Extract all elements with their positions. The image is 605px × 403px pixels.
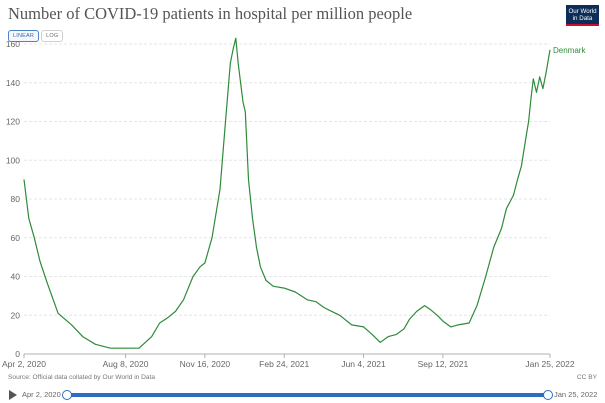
timeline: Apr 2, 2020 Jan 25, 2022 [0, 386, 605, 403]
y-tick-label-160: 160 [6, 39, 20, 49]
timeline-track[interactable] [67, 393, 548, 397]
play-icon[interactable] [9, 390, 17, 400]
y-tick-label-40: 40 [11, 272, 21, 282]
x-tick-label-2: Nov 16, 2020 [180, 359, 231, 369]
x-tick-label-6: Jan 25, 2022 [525, 359, 574, 369]
y-tick-label-100: 100 [6, 155, 20, 165]
logo-line2: in Data [572, 15, 593, 22]
timeline-end-handle[interactable] [543, 390, 553, 400]
x-tick-label-0: Apr 2, 2020 [2, 359, 46, 369]
y-tick-label-0: 0 [15, 349, 20, 359]
x-tick-label-5: Sep 12, 2021 [418, 359, 469, 369]
x-tick-label-3: Feb 24, 2021 [259, 359, 309, 369]
linear-scale-button[interactable]: LINEAR [8, 30, 40, 42]
x-tick-label-1: Aug 8, 2020 [103, 359, 149, 369]
y-tick-label-120: 120 [6, 117, 20, 127]
y-tick-label-60: 60 [11, 233, 21, 243]
timeline-start-handle[interactable] [62, 390, 72, 400]
x-tick-label-4: Jun 4, 2021 [341, 359, 386, 369]
logo-line1: Our World [568, 8, 597, 15]
series-label-0: Denmark [553, 46, 586, 55]
y-tick-label-20: 20 [11, 310, 21, 320]
y-tick-label-80: 80 [11, 194, 21, 204]
timeline-start-label: Apr 2, 2020 [22, 390, 61, 399]
log-scale-button[interactable]: LOG [41, 30, 64, 42]
source-note[interactable]: Source: Official data collated by Our Wo… [8, 374, 156, 381]
chart-title: Number of COVID-19 patients in hospital … [8, 4, 413, 23]
y-tick-label-140: 140 [6, 78, 20, 88]
timeline-end-label: Jan 25, 2022 [554, 390, 598, 399]
series-line-0 [23, 37, 551, 349]
owid-logo[interactable]: Our World in Data [566, 5, 599, 26]
license-link[interactable]: CC BY [576, 374, 597, 381]
scale-toggle: LINEAR LOG [8, 30, 64, 42]
